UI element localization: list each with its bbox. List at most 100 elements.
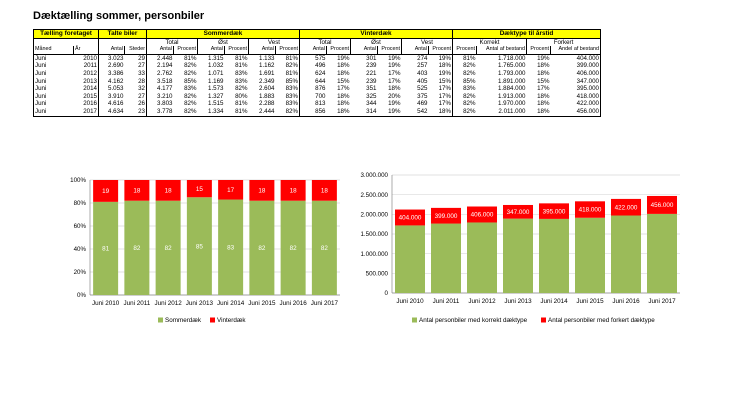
table-cell: 2014	[83, 85, 97, 93]
table-cell: 83%	[285, 85, 298, 93]
table-row: Juni 2012 3.386 33 2.762 82% 1.071 83% 1.691 81% 6…	[33, 69, 601, 78]
bar-upper	[503, 204, 533, 219]
table-cell: 85%	[452, 77, 477, 86]
bar-lower	[647, 213, 677, 293]
table-cell: 20%	[388, 92, 401, 100]
bar-lower	[503, 218, 533, 293]
group-header: Vinterdæk	[299, 29, 453, 39]
table-cell: 18%	[428, 107, 453, 117]
bar-upper	[124, 180, 150, 201]
table-cell: 3.023	[98, 54, 125, 63]
x-tick-label: Juni 2013	[504, 298, 532, 305]
bar-lower	[395, 225, 425, 293]
percentage-stacked-chart: 0% 20% 40% 60% 80% 100% 81 19 Juni 2010 82 18 Juni …	[70, 177, 340, 324]
table-cell: 1.327	[208, 92, 224, 100]
x-tick-label: Juni 2015	[576, 298, 604, 305]
bar-lower	[539, 218, 569, 293]
table-cell: 83%	[235, 69, 248, 77]
table-cell: Juni	[33, 107, 74, 117]
table-cell: 18%	[526, 107, 551, 117]
table-cell: 27	[138, 62, 145, 70]
table-cell: 5.053	[98, 85, 125, 93]
table-cell: 624	[299, 69, 327, 78]
table-cell: 2.448	[146, 54, 174, 63]
data-label: 81	[102, 246, 110, 253]
bar-upper	[539, 203, 569, 219]
table-cell: 19%	[537, 54, 550, 62]
x-tick-label: Juni 2011	[123, 300, 150, 307]
table-cell: 32	[138, 85, 145, 93]
table-cell: 301	[366, 54, 377, 62]
bar-upper	[155, 180, 181, 201]
table-cell: 82%	[235, 85, 248, 93]
table-cell: 2.349	[259, 77, 275, 85]
table-cell: 82%	[184, 62, 197, 70]
table-cell: 4.616	[98, 100, 125, 108]
table-cell: 1.891.000	[497, 77, 526, 85]
column-header: Procent	[377, 46, 402, 55]
table-cell: 3.518	[146, 77, 174, 86]
table-cell: 83%	[184, 85, 197, 93]
bar-lower	[431, 223, 461, 293]
y-tick-label: 1.000.000	[360, 251, 388, 258]
table-cell: 3.910	[98, 92, 125, 101]
legend-label: Antal personbiler med korrekt dæktype	[419, 317, 528, 324]
table-cell: 18%	[337, 92, 350, 100]
bar-upper	[218, 180, 244, 200]
x-tick-label: Juni 2010	[92, 300, 120, 307]
bar-lower	[575, 217, 605, 293]
table-cell: 2015	[83, 92, 97, 100]
data-label: 82	[290, 245, 298, 252]
sub-header: Total	[299, 38, 351, 47]
table-row: Juni 2013 4.162 28 3.518 85% 1.169 83% 2.349 85% 6…	[33, 77, 601, 86]
bar-lower	[280, 200, 306, 295]
table-cell: 2.011.000	[476, 107, 527, 117]
data-label: 418.000	[579, 207, 602, 214]
table-cell: 17%	[388, 69, 401, 77]
table-cell: 19%	[377, 107, 402, 117]
table-cell: 856	[299, 107, 327, 117]
table-cell: 82%	[452, 62, 477, 70]
table-cell: 82%	[173, 107, 198, 117]
table-cell: 18%	[337, 62, 350, 70]
table-cell: 17%	[537, 85, 550, 93]
table-cell: 19%	[337, 54, 350, 62]
y-tick-label: 3.000.000	[360, 172, 388, 179]
table-cell: 18%	[438, 62, 451, 70]
table-cell: 2.444	[248, 107, 276, 117]
table-cell: 82%	[285, 62, 298, 70]
bar-upper	[467, 206, 497, 223]
table-cell: Juni	[33, 100, 74, 108]
column-header: Antal	[98, 46, 125, 55]
table-cell: 18%	[537, 62, 550, 70]
table-cell: 351	[366, 85, 377, 93]
table-cell: 1.691	[259, 69, 275, 77]
column-header: Procent	[428, 46, 453, 55]
x-tick-label: Juni 2012	[154, 300, 182, 307]
table-cell: 82%	[452, 107, 477, 117]
bar-lower	[93, 201, 119, 295]
table-cell: 2013	[83, 77, 97, 85]
column-header: Procent	[173, 46, 198, 55]
table-cell: 542	[401, 107, 429, 117]
legend-swatch	[158, 317, 163, 323]
table-cell: 17%	[438, 92, 451, 100]
sub-header: Korrekt	[452, 38, 527, 47]
table-cell: 344	[366, 100, 377, 108]
table-cell: 700	[299, 92, 327, 101]
data-label: 82	[133, 245, 141, 252]
table-cell: 82%	[452, 69, 477, 78]
table-cell: 1.315	[208, 54, 224, 62]
table-cell: 3.386	[98, 69, 125, 78]
table-cell: 82%	[275, 107, 300, 117]
table-cell: 1.970.000	[497, 100, 526, 108]
data-label: 83	[227, 244, 235, 251]
sub-header: Vest	[248, 38, 300, 47]
x-tick-label: Juni 2010	[396, 298, 424, 305]
table-cell: 403	[417, 69, 428, 77]
data-label: 404.000	[399, 215, 422, 222]
table-cell: 83%	[235, 77, 248, 85]
table-cell: 17%	[337, 85, 350, 93]
table-cell: 3.803	[146, 100, 174, 108]
table-cell: 2011	[83, 62, 97, 70]
